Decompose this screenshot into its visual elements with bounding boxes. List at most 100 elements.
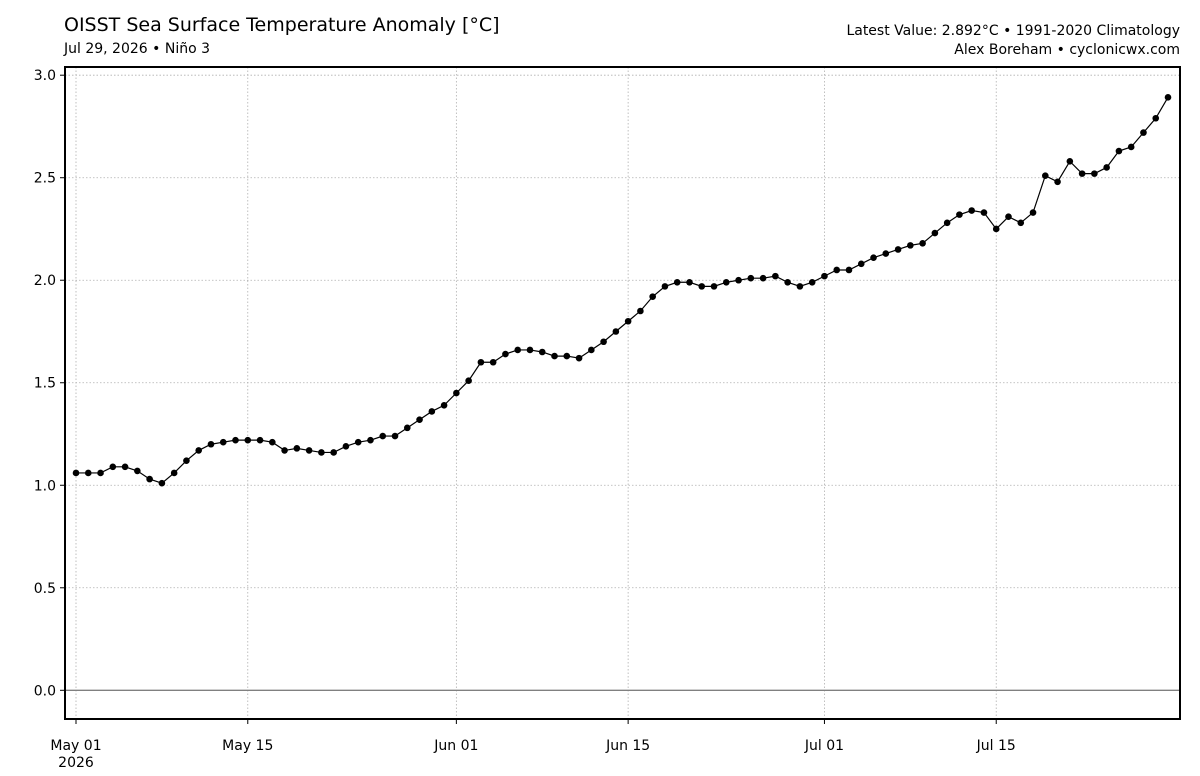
x-tick-label: Jul 01: [804, 738, 844, 754]
data-point: [195, 447, 202, 454]
data-point: [72, 469, 80, 477]
data-point: [722, 278, 730, 286]
data-point: [367, 436, 374, 444]
data-point: [882, 250, 890, 257]
data-point: [330, 449, 337, 456]
data-point: [526, 346, 534, 354]
data-point: [318, 449, 325, 456]
data-point: [894, 246, 902, 253]
data-point: [489, 358, 497, 366]
data-point: [269, 438, 276, 446]
data-point: [796, 283, 804, 290]
data-point: [600, 338, 607, 346]
data-point: [821, 272, 828, 280]
data-point: [1140, 129, 1147, 136]
data-point: [845, 266, 853, 274]
data-point: [992, 225, 1000, 233]
data-point: [207, 440, 215, 448]
data-point: [907, 242, 914, 249]
data-point: [391, 432, 399, 440]
data-point: [465, 377, 472, 385]
data-point: [857, 260, 865, 268]
data-point: [808, 278, 816, 286]
data-point: [1103, 164, 1110, 171]
data-point: [747, 274, 755, 282]
data-point: [624, 317, 632, 325]
data-point: [84, 469, 92, 477]
data-point: [514, 346, 522, 354]
data-point: [403, 424, 411, 432]
data-point: [870, 254, 877, 261]
data-point: [293, 445, 301, 452]
data-point: [673, 278, 681, 286]
x-tick-label: Jun 01: [433, 738, 478, 754]
data-point: [1005, 213, 1012, 220]
data-point: [575, 354, 583, 362]
data-point: [772, 272, 779, 280]
data-point: [379, 432, 387, 440]
data-point: [354, 438, 362, 446]
data-point: [931, 229, 939, 237]
x-tick-label: Jul 15: [976, 738, 1016, 754]
x-tick-label: Jun 15: [605, 738, 650, 754]
data-point: [1042, 172, 1049, 179]
data-point: [232, 436, 239, 444]
data-point: [968, 207, 975, 214]
data-point: [538, 348, 546, 356]
chart-subtitle: Jul 29, 2026 • Niño 3: [64, 41, 211, 57]
data-point: [477, 358, 485, 366]
data-point: [305, 447, 313, 454]
data-point: [428, 408, 436, 415]
data-point: [588, 346, 595, 354]
y-tick-label: 1.5: [34, 376, 56, 392]
data-point: [183, 457, 190, 464]
data-point: [134, 467, 141, 475]
data-point: [219, 438, 227, 446]
data-point: [649, 293, 656, 300]
data-point: [698, 283, 706, 290]
x-tick-year-label: 2026: [58, 755, 94, 771]
data-point: [244, 436, 252, 444]
data-point: [980, 209, 988, 216]
data-point: [956, 211, 963, 218]
data-point: [1091, 170, 1098, 177]
chart-title: OISST Sea Surface Temperature Anomaly [°…: [64, 14, 500, 36]
data-point: [943, 219, 951, 227]
data-point: [1017, 219, 1025, 227]
data-point: [686, 278, 693, 286]
x-tick-label: May 01: [50, 738, 101, 754]
data-point: [612, 328, 620, 335]
data-point: [502, 350, 509, 358]
credit-info: Alex Boreham • cyclonicwx.com: [954, 42, 1180, 58]
y-tick-label: 0.0: [34, 683, 56, 699]
data-point: [784, 278, 791, 286]
y-tick-label: 2.5: [34, 171, 56, 187]
y-tick-label: 3.0: [34, 68, 56, 84]
y-tick-label: 1.0: [34, 478, 56, 494]
data-point: [661, 283, 669, 290]
data-point: [919, 240, 926, 247]
data-point: [342, 443, 350, 450]
plot-frame: [64, 66, 1181, 720]
data-point: [551, 352, 558, 360]
y-tick-label: 0.5: [34, 581, 56, 597]
data-point: [1115, 147, 1123, 155]
data-point: [109, 463, 117, 471]
data-point: [759, 274, 767, 282]
data-point: [281, 447, 288, 454]
data-point: [158, 479, 166, 487]
data-point: [710, 283, 718, 290]
data-point: [1066, 158, 1074, 165]
y-tick-label: 2.0: [34, 273, 56, 289]
latest-value-info: Latest Value: 2.892°C • 1991-2020 Climat…: [846, 23, 1180, 39]
data-point: [1152, 114, 1160, 122]
data-point: [146, 475, 153, 483]
data-point: [440, 402, 448, 409]
data-point: [1078, 170, 1086, 177]
data-point: [637, 307, 644, 315]
data-point: [256, 436, 264, 444]
data-point: [121, 463, 129, 471]
data-point: [453, 389, 460, 397]
data-point: [1127, 143, 1135, 151]
data-point: [1054, 178, 1061, 186]
